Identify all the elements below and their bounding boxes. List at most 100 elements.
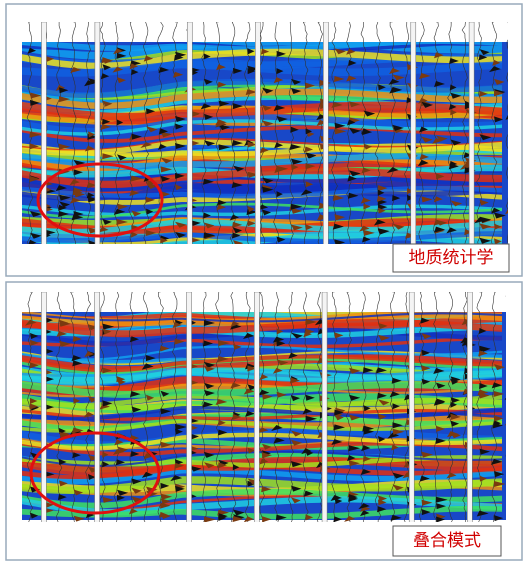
wiggle [262, 186, 274, 193]
wiggle [233, 67, 243, 74]
trace [259, 22, 266, 244]
trace [389, 22, 396, 244]
wiggle [233, 165, 245, 172]
wiggle [160, 493, 173, 500]
seismic-band [22, 95, 502, 114]
wiggle [479, 448, 491, 455]
wiggle [305, 328, 315, 335]
wiggle [59, 87, 69, 94]
wiggle [392, 428, 405, 435]
wiggle [463, 152, 473, 159]
well [255, 22, 261, 244]
wiggle [247, 480, 256, 487]
wiggle [347, 192, 359, 199]
wiggle [262, 516, 272, 522]
wiggle [129, 336, 140, 343]
wiggle [145, 229, 157, 236]
wiggle [494, 223, 502, 230]
wiggle [73, 169, 83, 176]
wiggle [291, 87, 302, 94]
wiggle [402, 472, 415, 479]
wiggle [373, 219, 386, 226]
trace [418, 292, 425, 522]
trace [317, 22, 324, 244]
wiggle [436, 382, 446, 389]
wiggle [450, 397, 460, 404]
wiggle [433, 367, 445, 374]
wiggle [259, 147, 269, 154]
well [94, 22, 101, 244]
wiggle [59, 480, 68, 487]
wiggle [392, 124, 404, 131]
wiggle [129, 190, 140, 197]
wiggle [507, 153, 508, 154]
wiggle [229, 214, 240, 221]
wiggle [29, 398, 38, 405]
wiggle [392, 223, 405, 230]
wiggle [157, 143, 167, 150]
panel-label: 叠合模式 [413, 531, 481, 551]
trace [26, 292, 33, 522]
wiggle [159, 128, 169, 135]
wiggle [434, 80, 445, 87]
wiggle [377, 189, 385, 196]
wiggle [233, 240, 244, 244]
wiggle [29, 362, 39, 369]
wiggle [247, 384, 257, 391]
wiggle [160, 166, 173, 173]
wiggle [243, 388, 255, 395]
trace [128, 22, 135, 244]
wiggle [479, 199, 489, 206]
wiggle [247, 220, 256, 227]
wiggle [84, 145, 95, 152]
wiggle [435, 496, 448, 503]
wiggle [88, 454, 99, 461]
well [467, 292, 473, 522]
seismic-section [22, 22, 508, 244]
wiggle [376, 195, 387, 202]
wiggle [391, 377, 402, 384]
wiggle [242, 332, 255, 339]
wiggle [334, 48, 346, 55]
wiggle [478, 327, 487, 334]
wiggle [305, 319, 318, 326]
trace [374, 292, 382, 522]
wiggle [450, 413, 461, 420]
wiggle [449, 58, 459, 65]
seismic-band [22, 78, 502, 99]
wiggle [174, 338, 185, 345]
wiggle [170, 475, 183, 482]
wiggle [390, 514, 402, 521]
wiggle [44, 501, 54, 508]
seismic-band [22, 336, 502, 348]
wiggle [291, 430, 302, 437]
wiggle [392, 86, 403, 93]
wiggle [494, 238, 502, 244]
wiggle [346, 75, 357, 82]
wiggle [448, 163, 459, 170]
wiggle [434, 226, 446, 233]
wiggle [300, 189, 313, 196]
seismic-band [22, 488, 502, 509]
wiggle [494, 415, 504, 422]
well [254, 292, 260, 522]
wiggle [142, 363, 153, 370]
wiggle [479, 134, 492, 141]
wiggle [303, 490, 314, 497]
wiggle [73, 489, 84, 496]
wiggle [231, 232, 241, 239]
wiggle [88, 466, 100, 473]
wiggle [175, 485, 185, 492]
wiggle [160, 441, 172, 448]
wiggle [100, 124, 112, 131]
wiggle [71, 427, 84, 434]
wiggle [233, 343, 242, 350]
wiggle [130, 391, 141, 398]
wiggle [378, 207, 386, 214]
wiggle [160, 498, 171, 505]
wiggle [99, 403, 110, 410]
wiggle [218, 429, 228, 436]
wiggle [421, 451, 434, 458]
wiggle [174, 462, 185, 469]
wiggle [230, 382, 241, 389]
